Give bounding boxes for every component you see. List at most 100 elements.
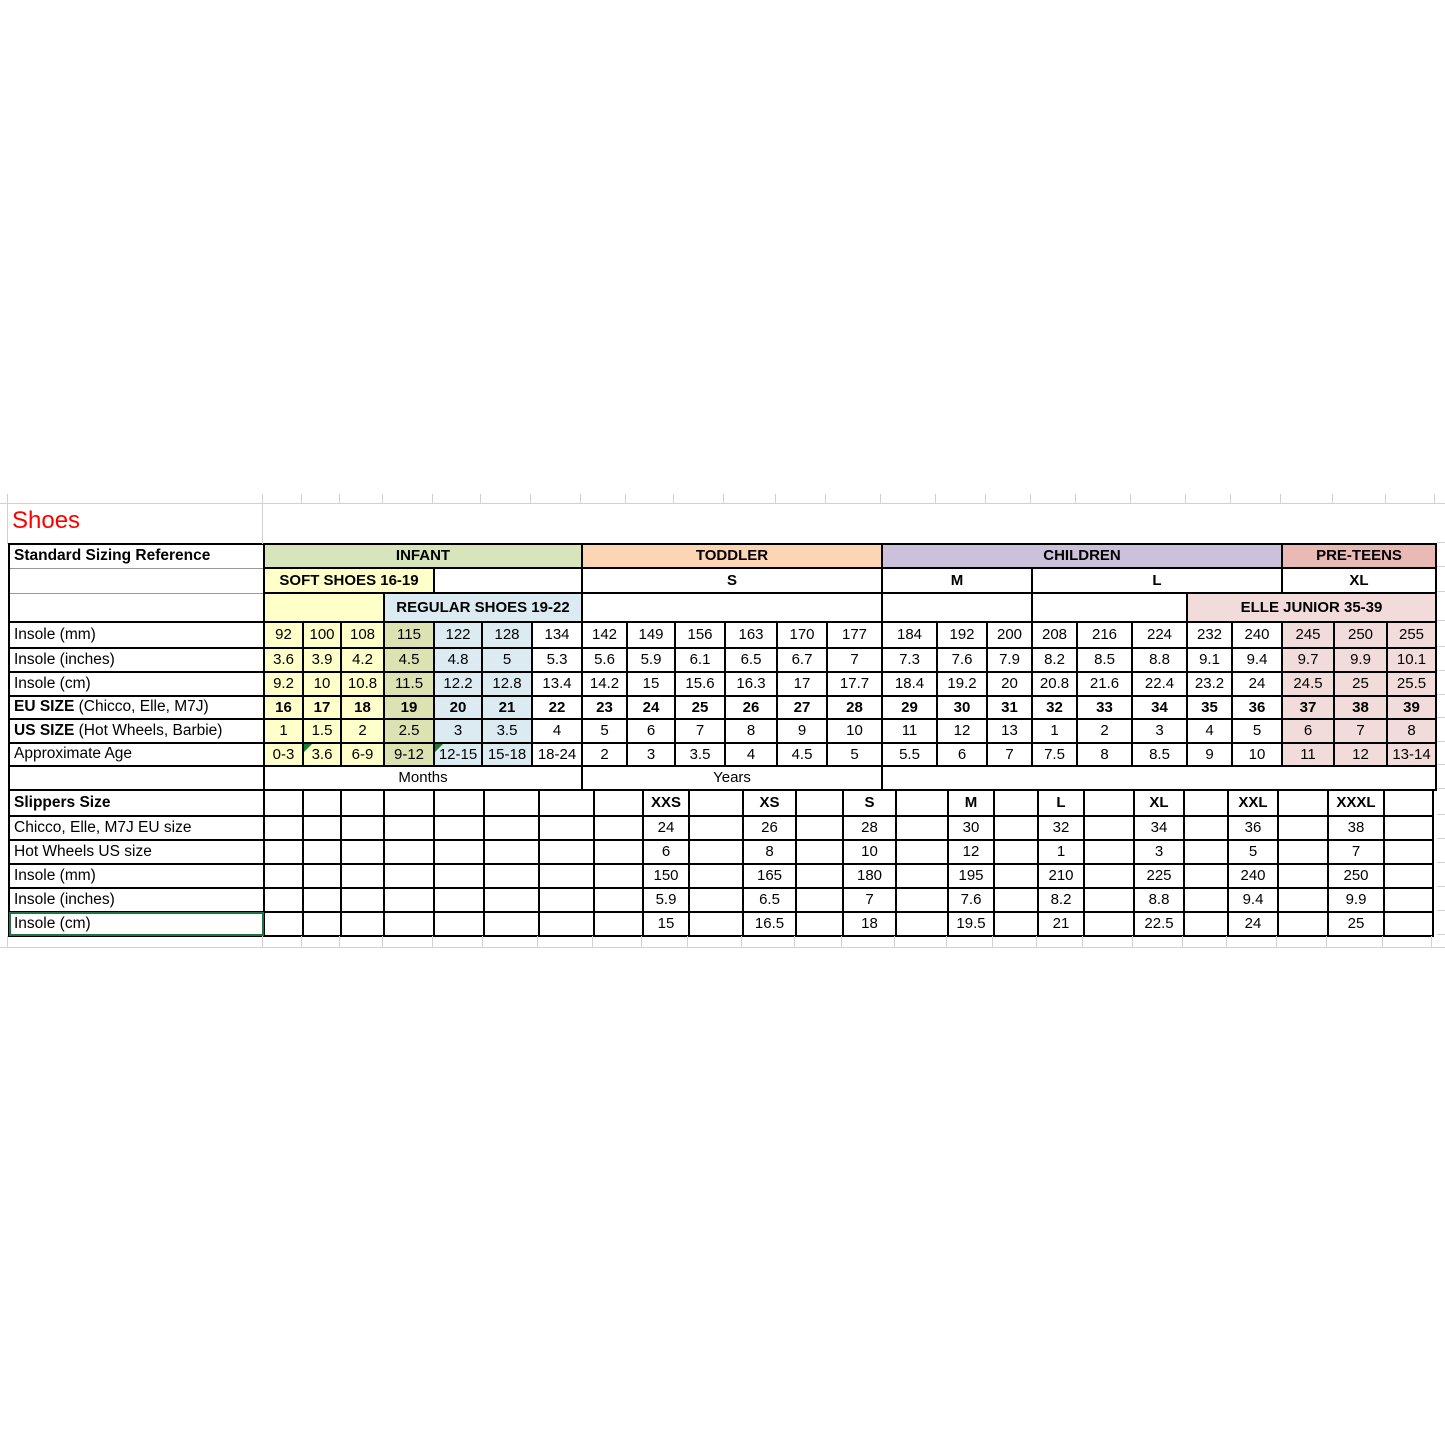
- grid-cell[interactable]: 18-24: [531, 742, 583, 767]
- grid-cell[interactable]: 3: [1133, 839, 1185, 865]
- grid-cell[interactable]: 12.2: [433, 671, 483, 697]
- grid-cell[interactable]: 6.5: [724, 647, 778, 673]
- grid-cell[interactable]: 17: [776, 671, 828, 697]
- grid-cell[interactable]: 6.1: [674, 647, 726, 673]
- group-header-cell[interactable]: CHILDREN: [881, 543, 1283, 569]
- grid-cell[interactable]: 9: [1186, 742, 1233, 767]
- grid-cell[interactable]: 24: [642, 815, 690, 841]
- grid-cell[interactable]: 22.4: [1131, 671, 1188, 697]
- empty-cell[interactable]: [538, 815, 595, 841]
- slipper-size-header-cell[interactable]: L: [1037, 789, 1085, 817]
- grid-cell[interactable]: 245: [1281, 621, 1335, 649]
- empty-cell[interactable]: [1383, 789, 1434, 817]
- grid-cell[interactable]: 29: [881, 695, 938, 720]
- empty-cell[interactable]: [302, 839, 342, 865]
- empty-cell[interactable]: [795, 839, 844, 865]
- grid-cell[interactable]: 5: [1231, 718, 1283, 744]
- subgroup-header-cell[interactable]: [263, 592, 385, 623]
- empty-cell[interactable]: [795, 911, 844, 937]
- grid-cell[interactable]: 9.9: [1333, 647, 1388, 673]
- grid-cell[interactable]: 19: [383, 695, 435, 720]
- grid-cell[interactable]: 6: [626, 718, 676, 744]
- empty-cell[interactable]: [895, 887, 949, 913]
- empty-cell[interactable]: [340, 839, 385, 865]
- grid-cell[interactable]: 92: [263, 621, 304, 649]
- empty-cell[interactable]: [483, 887, 540, 913]
- grid-cell[interactable]: 17: [302, 695, 342, 720]
- grid-cell[interactable]: 7: [826, 647, 883, 673]
- grid-cell[interactable]: 30: [947, 815, 995, 841]
- grid-cell[interactable]: 25: [1333, 671, 1388, 697]
- group-header-cell[interactable]: TODDLER: [581, 543, 883, 569]
- grid-cell[interactable]: 25.5: [1386, 671, 1437, 697]
- grid-cell[interactable]: 9.4: [1231, 647, 1283, 673]
- grid-cell[interactable]: 12-15: [433, 742, 483, 767]
- grid-cell[interactable]: 11.5: [383, 671, 435, 697]
- empty-cell[interactable]: [263, 863, 304, 889]
- subgroup-header-cell[interactable]: [581, 592, 883, 623]
- grid-cell[interactable]: 10: [826, 718, 883, 744]
- grid-cell[interactable]: 8.5: [1076, 647, 1133, 673]
- grid-cell[interactable]: 3.5: [674, 742, 726, 767]
- empty-cell[interactable]: [795, 815, 844, 841]
- empty-cell[interactable]: [688, 815, 744, 841]
- empty-cell[interactable]: [383, 839, 435, 865]
- grid-cell[interactable]: 4.8: [433, 647, 483, 673]
- empty-cell[interactable]: [538, 863, 595, 889]
- empty-cell[interactable]: [263, 815, 304, 841]
- group-header-cell[interactable]: PRE-TEENS: [1281, 543, 1437, 569]
- empty-cell[interactable]: [302, 911, 342, 937]
- grid-cell[interactable]: 250: [1327, 863, 1385, 889]
- row-label-cell[interactable]: Insole (cm): [8, 671, 265, 697]
- grid-cell[interactable]: 6.7: [776, 647, 828, 673]
- empty-cell[interactable]: [483, 789, 540, 817]
- grid-cell[interactable]: 31: [986, 695, 1033, 720]
- grid-cell[interactable]: 5.5: [881, 742, 938, 767]
- empty-cell[interactable]: [538, 887, 595, 913]
- grid-cell[interactable]: 7: [674, 718, 726, 744]
- grid-cell[interactable]: 9.1: [1186, 647, 1233, 673]
- row-label-cell[interactable]: Insole (inches): [8, 647, 265, 673]
- grid-cell[interactable]: 184: [881, 621, 938, 649]
- empty-cell[interactable]: [340, 911, 385, 937]
- empty-cell[interactable]: [1183, 839, 1229, 865]
- grid-cell[interactable]: 6-9: [340, 742, 385, 767]
- grid-cell[interactable]: 24: [626, 695, 676, 720]
- row-label-cell[interactable]: Slippers Size: [8, 789, 265, 817]
- grid-cell[interactable]: 165: [742, 863, 797, 889]
- empty-cell[interactable]: [993, 863, 1039, 889]
- grid-cell[interactable]: 3: [626, 742, 676, 767]
- row-label-cell[interactable]: [8, 765, 265, 791]
- grid-cell[interactable]: 38: [1333, 695, 1388, 720]
- grid-cell[interactable]: 208: [1031, 621, 1078, 649]
- grid-cell[interactable]: 6: [642, 839, 690, 865]
- slipper-size-header-cell[interactable]: XXS: [642, 789, 690, 817]
- empty-cell[interactable]: [1083, 839, 1135, 865]
- grid-cell[interactable]: 14.2: [581, 671, 628, 697]
- grid-cell[interactable]: 9.7: [1281, 647, 1335, 673]
- empty-cell[interactable]: [1083, 887, 1135, 913]
- row-label-cell[interactable]: EU SIZE (Chicco, Elle, M7J): [8, 695, 265, 720]
- empty-cell[interactable]: [593, 911, 644, 937]
- empty-cell[interactable]: [1083, 815, 1135, 841]
- empty-cell[interactable]: [1277, 887, 1329, 913]
- grid-cell[interactable]: 4: [1186, 718, 1233, 744]
- grid-cell[interactable]: 195: [947, 863, 995, 889]
- empty-cell[interactable]: [1383, 815, 1434, 841]
- subgroup-header-cell[interactable]: SOFT SHOES 16-19: [263, 567, 435, 594]
- empty-cell[interactable]: [688, 911, 744, 937]
- grid-cell[interactable]: 28: [842, 815, 897, 841]
- grid-cell[interactable]: 10: [842, 839, 897, 865]
- empty-cell[interactable]: [1183, 911, 1229, 937]
- row-label-cell[interactable]: Insole (mm): [8, 621, 265, 649]
- grid-cell[interactable]: 8: [724, 718, 778, 744]
- empty-cell[interactable]: [1083, 863, 1135, 889]
- grid-cell[interactable]: 240: [1227, 863, 1279, 889]
- empty-cell[interactable]: [340, 815, 385, 841]
- empty-cell[interactable]: [895, 789, 949, 817]
- empty-cell[interactable]: [340, 863, 385, 889]
- grid-cell[interactable]: 13.4: [531, 671, 583, 697]
- empty-cell[interactable]: [993, 815, 1039, 841]
- grid-cell[interactable]: 19.2: [936, 671, 988, 697]
- empty-cell[interactable]: [1383, 839, 1434, 865]
